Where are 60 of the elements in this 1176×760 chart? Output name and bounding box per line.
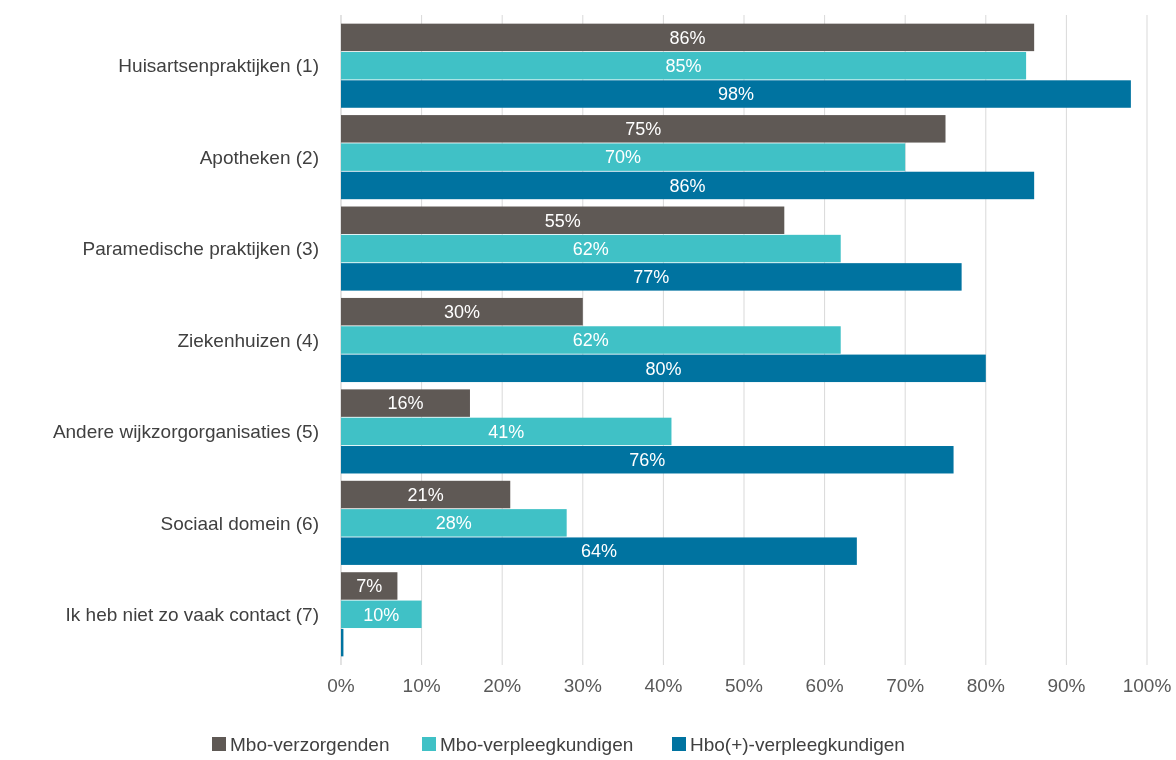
data-label: 75% (625, 119, 662, 140)
x-tick-label: 50% (724, 675, 764, 696)
data-label: 64% (580, 541, 617, 562)
y-tick-label: Huisartsenpraktijken (1) (118, 55, 319, 77)
x-tick-label: 60% (805, 675, 844, 696)
bar (341, 417, 672, 446)
bar (341, 297, 583, 326)
y-tick-label: Apotheken (2) (199, 146, 319, 168)
y-tick-label: Andere wijkzorgorganisaties (5) (52, 421, 319, 443)
bar (341, 80, 1131, 108)
bar (341, 326, 841, 354)
data-label: 30% (443, 301, 480, 322)
data-label: 98% (717, 84, 754, 105)
data-label: 77% (633, 267, 670, 288)
x-tick-label: 30% (563, 675, 602, 696)
x-tick-label: 0% (327, 675, 355, 696)
data-label: 70% (605, 147, 642, 168)
data-label: 55% (544, 210, 581, 231)
x-tick-label: 10% (402, 675, 441, 696)
x-tick-label: 20% (483, 675, 522, 696)
data-label: 76% (629, 450, 666, 471)
data-label: 62% (572, 238, 609, 259)
y-tick-label: Ziekenhuizen (4) (177, 329, 319, 351)
bar (341, 446, 954, 474)
bar (341, 389, 470, 417)
bar (341, 206, 785, 234)
bar (341, 51, 1027, 80)
data-label: 80% (645, 358, 682, 379)
x-tick-label: 80% (966, 675, 1005, 696)
x-tick-label: 90% (1047, 675, 1086, 696)
bar (341, 572, 398, 600)
bar (341, 509, 567, 537)
data-label: 85% (665, 56, 702, 77)
legend-label: Mbo-verzorgenden (230, 733, 390, 755)
bar (341, 537, 857, 565)
bar (341, 115, 946, 143)
data-label: 41% (488, 421, 525, 442)
legend-label: Mbo-verpleegkundigen (440, 733, 634, 755)
data-label: 16% (387, 393, 424, 414)
data-label: 62% (572, 330, 609, 351)
x-tick-label: 70% (886, 675, 925, 696)
bar (341, 263, 962, 291)
data-label: 86% (669, 175, 706, 196)
bar (341, 354, 986, 383)
data-label: 86% (669, 27, 706, 48)
bar (341, 143, 906, 171)
x-tick-label: 40% (644, 675, 683, 696)
bar (341, 23, 1035, 52)
y-tick-label: Sociaal domein (6) (160, 512, 319, 534)
legend-label: Hbo(+)-verpleegkundigen (690, 733, 905, 755)
bar (341, 171, 1035, 200)
y-tick-label: Paramedische praktijken (3) (82, 238, 319, 260)
bar (341, 480, 511, 509)
data-label: 10% (363, 604, 400, 625)
x-tick-label: 100% (1122, 675, 1172, 696)
y-tick-label: Ik heb niet zo vaak contact (7) (65, 603, 319, 625)
data-label: 21% (407, 484, 444, 505)
data-label: 7% (356, 576, 383, 597)
data-label: 28% (435, 513, 472, 534)
bar (341, 234, 841, 263)
